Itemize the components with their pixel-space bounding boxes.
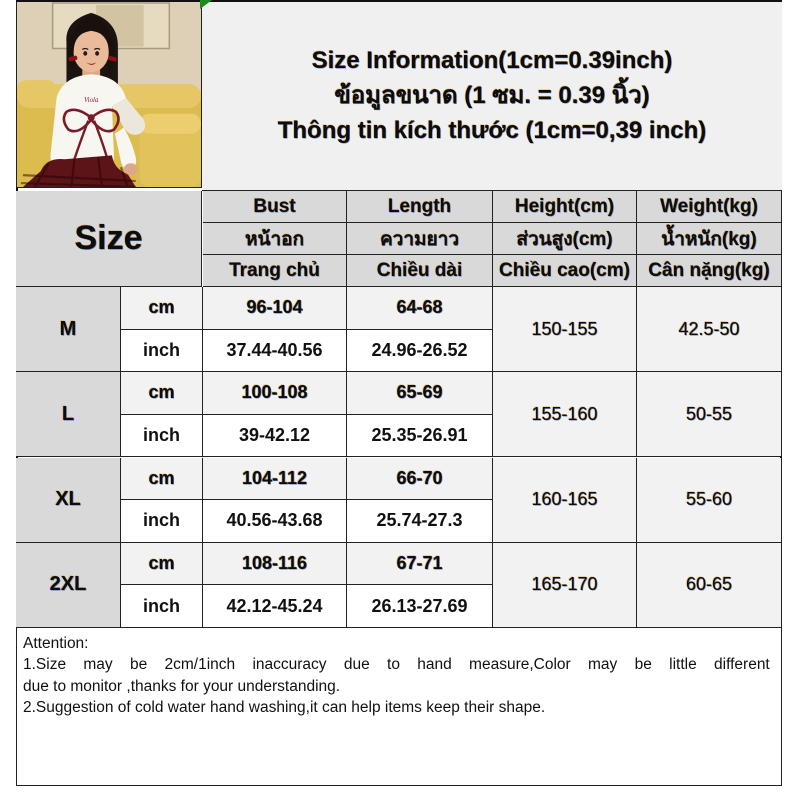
svg-text:Viola: Viola: [84, 96, 99, 103]
